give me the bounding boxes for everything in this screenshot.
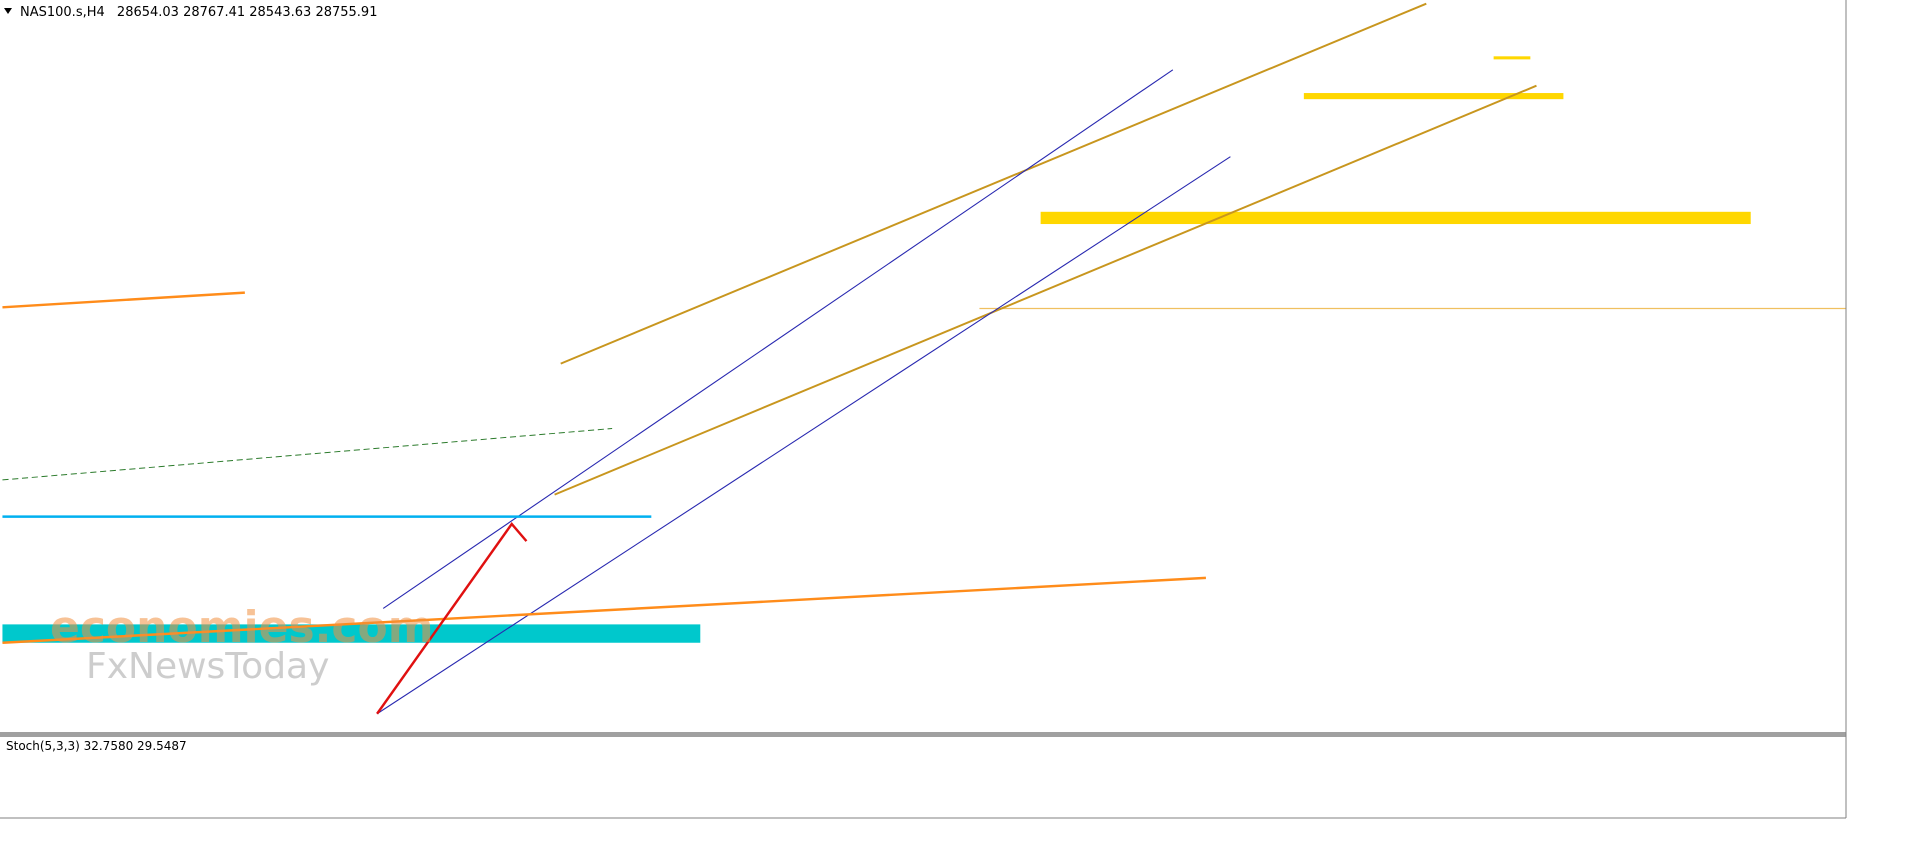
trend-line <box>382 69 1174 609</box>
trend-line <box>376 156 1231 715</box>
menu-triangle <box>4 8 12 14</box>
readout: 28654.03 <box>117 5 179 20</box>
readout: 28543.63 <box>249 5 311 20</box>
stoch-title: Stoch(5,3,3) <box>6 739 80 753</box>
trend-line <box>560 2 1427 365</box>
watermark: FxNewsToday <box>86 646 329 687</box>
zone <box>1303 93 1564 100</box>
stoch-header: Stoch(5,3,3) 32.7580 29.5487 <box>6 739 187 753</box>
trend-line <box>2 428 613 481</box>
zone <box>1493 56 1531 60</box>
zone <box>1040 211 1751 225</box>
watermark: economies.com <box>50 602 434 653</box>
readout: 28755.91 <box>315 5 377 20</box>
readout: 28767.41 <box>183 5 245 20</box>
annotations <box>2 2 1847 715</box>
trend-line <box>2 291 245 309</box>
panel-separator <box>0 732 1846 737</box>
symbol: NAS100.s,H4 <box>20 5 105 20</box>
zigzag <box>376 522 528 715</box>
zone <box>2 624 701 643</box>
header: NAS100.s,H4 28654.03 28767.41 28543.63 2… <box>20 5 377 20</box>
trend-line <box>2 576 1206 644</box>
trend-line <box>554 84 1537 496</box>
readout: 29.5487 <box>137 739 187 753</box>
readout: 32.7580 <box>84 739 134 753</box>
